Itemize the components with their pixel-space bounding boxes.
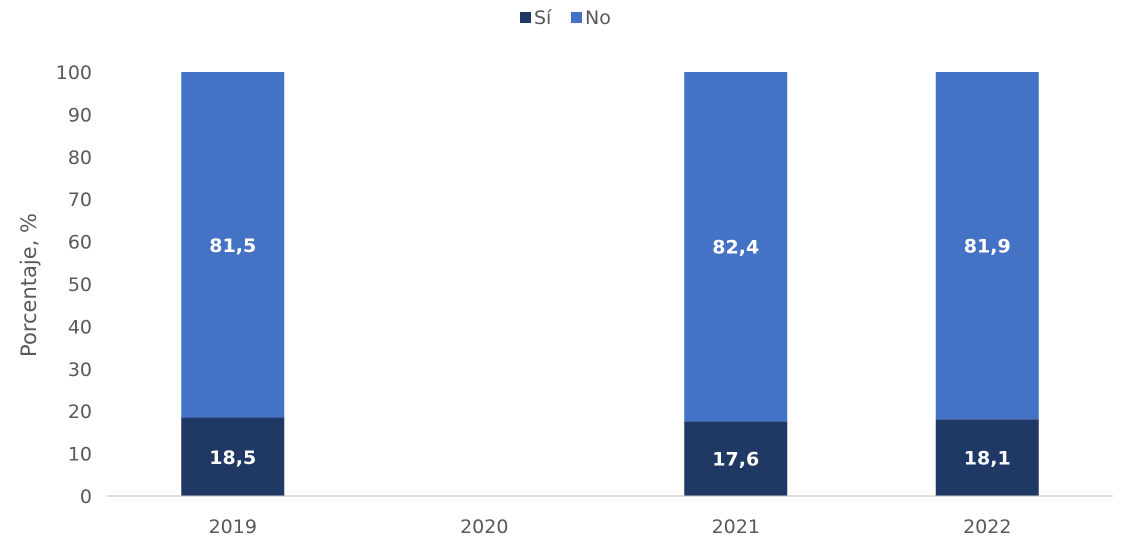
bar-segment-no [935, 72, 1039, 420]
legend: Sí No [520, 7, 611, 29]
legend-swatch [520, 12, 531, 23]
data-label: 17,6 [712, 449, 759, 471]
y-tick-label: 40 [68, 316, 92, 338]
x-tick-label: 2019 [209, 516, 257, 538]
bar-segment-no [684, 72, 788, 422]
y-tick-label: 60 [68, 232, 92, 254]
x-tick-label: 2021 [712, 516, 760, 538]
y-tick-label: 30 [68, 359, 92, 381]
bar-series: 18,5 81,5 17,6 82,4 18,1 81,9 [181, 72, 1039, 496]
data-label: 18,5 [209, 447, 256, 469]
y-tick-label: 50 [68, 274, 92, 296]
y-tick-label: 20 [68, 401, 92, 423]
y-tick-label: 10 [68, 444, 92, 466]
bar-segment-si [181, 417, 285, 496]
legend-label: Sí [534, 7, 552, 29]
y-tick-label: 80 [68, 147, 92, 169]
x-tick-label: 2022 [963, 516, 1011, 538]
bar-segment-no [181, 72, 285, 418]
y-tick-label: 90 [68, 104, 92, 126]
y-tick-label: 100 [56, 62, 92, 84]
bar-segment-si [935, 419, 1039, 496]
x-tick-label: 2020 [460, 516, 508, 538]
y-tick-label: 70 [68, 189, 92, 211]
data-label: 81,5 [209, 235, 256, 257]
bar-segment-si [684, 421, 788, 496]
legend-label: No [585, 7, 611, 29]
x-axis-ticks: 2019 2020 2021 2022 [209, 516, 1012, 538]
y-tick-label: 0 [80, 486, 92, 508]
y-axis-title: Porcentaje, % [17, 213, 41, 357]
data-label: 82,4 [712, 237, 759, 259]
data-label: 81,9 [964, 236, 1011, 258]
y-axis-ticks: 0 10 20 30 40 50 60 70 80 90 100 [56, 62, 92, 508]
legend-swatch [571, 12, 582, 23]
data-label: 18,1 [964, 448, 1011, 470]
